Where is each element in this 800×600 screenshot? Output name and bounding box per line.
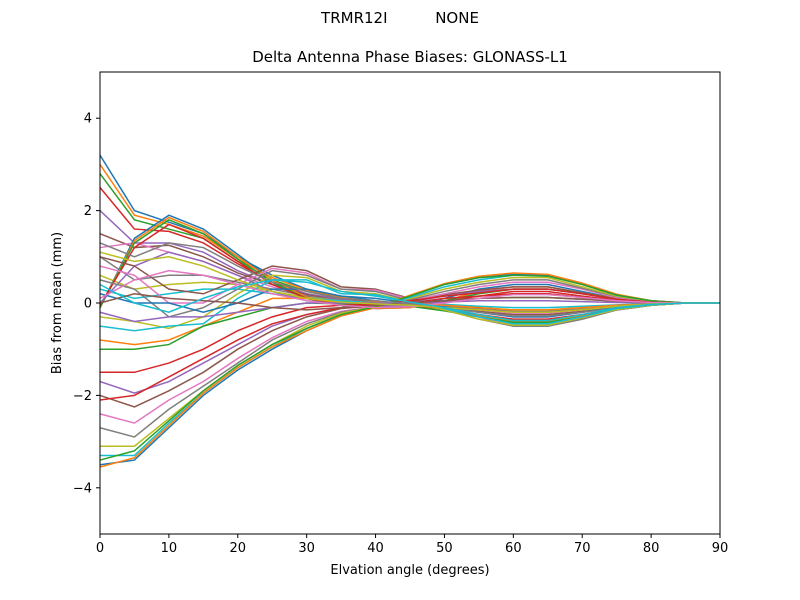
figure-suptitle: TRMR12I NONE	[0, 9, 800, 27]
suptitle-right: NONE	[435, 9, 479, 27]
x-axis: 0 10 20 30 40 50 60 70 80 90	[96, 534, 728, 556]
x-tick-label: 50	[436, 541, 453, 556]
y-tick-label: −2	[73, 389, 92, 404]
x-axis-label: Elvation angle (degrees)	[330, 563, 489, 578]
x-tick-label: 60	[505, 541, 522, 556]
series-line-40	[99, 279, 720, 322]
series-lines	[99, 154, 720, 468]
series-line-32	[99, 272, 720, 468]
series-line-37	[99, 269, 720, 309]
x-tick-label: 10	[161, 541, 178, 556]
x-tick-label: 70	[574, 541, 591, 556]
y-tick-label: −4	[73, 481, 92, 496]
x-tick-label: 80	[643, 541, 660, 556]
series-line-39	[99, 251, 720, 313]
chart-title: Delta Antenna Phase Biases: GLONASS-L1	[252, 48, 568, 66]
series-line-34	[99, 288, 720, 401]
y-tick-label: 4	[84, 112, 92, 127]
y-tick-label: 2	[84, 204, 92, 219]
y-axis: −4 −2 0 2 4	[73, 112, 100, 496]
y-axis-label: Bias from mean (mm)	[50, 232, 65, 374]
y-tick-label: 0	[84, 297, 92, 312]
x-tick-label: 40	[367, 541, 384, 556]
x-tick-label: 20	[230, 541, 247, 556]
x-tick-label: 90	[712, 541, 729, 556]
x-tick-label: 30	[298, 541, 315, 556]
x-tick-label: 0	[96, 541, 104, 556]
suptitle-left: TRMR12I	[321, 9, 388, 27]
series-line-33	[99, 274, 720, 461]
series-line-16	[99, 256, 720, 327]
